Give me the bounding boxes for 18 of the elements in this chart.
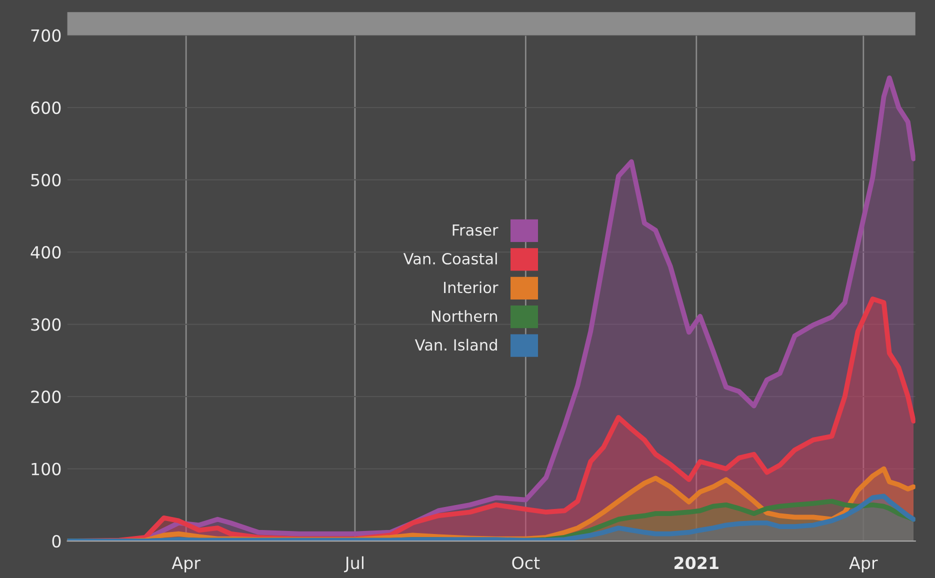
- legend-label: Fraser: [452, 224, 498, 236]
- x-tick-label: 2021: [674, 556, 718, 570]
- legend-label: Van. Coastal: [403, 252, 497, 265]
- legend-label: Van. Island: [414, 338, 497, 351]
- y-tick-label: 0: [52, 534, 61, 548]
- y-tick-label: 600: [31, 101, 61, 114]
- legend-label: Interior: [444, 281, 498, 294]
- y-tick-label: 300: [31, 318, 61, 331]
- y-tick-label: 100: [32, 462, 61, 476]
- x-tick-label: Apr: [849, 556, 878, 572]
- legend-label: Northern: [432, 310, 497, 322]
- x-tick-label: Jul: [344, 556, 364, 572]
- y-tick-label: 200: [31, 390, 61, 404]
- y-tick-label: 700: [31, 29, 61, 42]
- x-tick-label: Oct: [512, 556, 540, 570]
- y-tick-label: 500: [31, 174, 61, 186]
- y-tick-label: 400: [30, 246, 61, 259]
- x-tick-label: Apr: [172, 556, 200, 572]
